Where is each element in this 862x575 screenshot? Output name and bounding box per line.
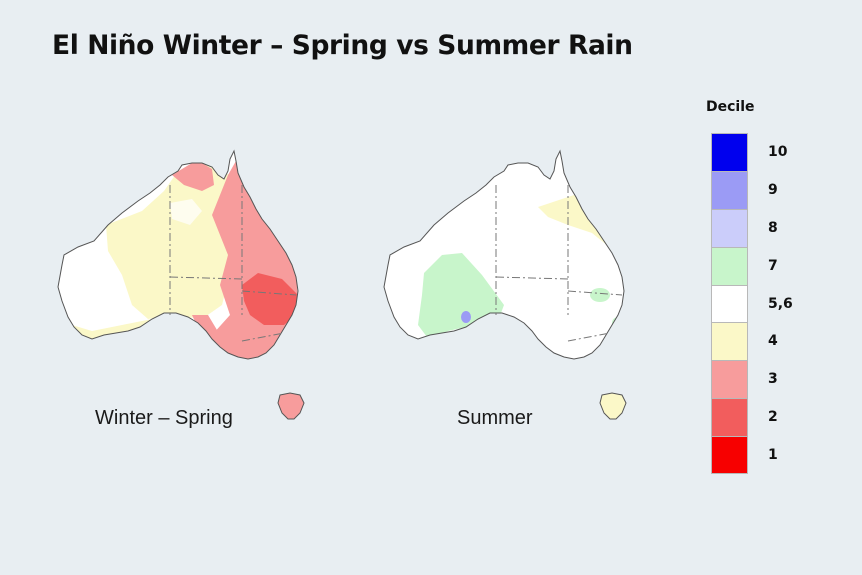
legend-swatch bbox=[711, 322, 748, 361]
legend-swatch bbox=[711, 284, 748, 323]
map-summer bbox=[383, 150, 627, 420]
legend-item: 10 bbox=[711, 133, 841, 171]
legend-label: 7 bbox=[768, 257, 778, 274]
legend-item: 4 bbox=[711, 322, 841, 361]
legend-label: 3 bbox=[768, 371, 778, 388]
legend-swatch bbox=[711, 170, 748, 209]
legend-item: 5,6 bbox=[711, 284, 841, 323]
legend-label: 1 bbox=[768, 447, 778, 464]
map-winter-spring bbox=[57, 150, 305, 420]
legend-item: 3 bbox=[711, 360, 841, 399]
legend-item: 7 bbox=[711, 246, 841, 285]
legend-label: 5,6 bbox=[768, 295, 793, 312]
legend-swatch bbox=[711, 133, 748, 171]
legend-label: 8 bbox=[768, 219, 778, 236]
map-label-summer: Summer bbox=[457, 407, 533, 429]
legend-swatch bbox=[711, 436, 748, 475]
legend-item: 8 bbox=[711, 208, 841, 247]
legend-item: 9 bbox=[711, 170, 841, 209]
legend-label: 10 bbox=[768, 144, 788, 160]
legend-item: 1 bbox=[711, 436, 841, 475]
legend-title: Decile bbox=[706, 99, 755, 115]
legend-label: 9 bbox=[768, 181, 778, 198]
legend-item: 2 bbox=[711, 398, 841, 437]
legend-swatch bbox=[711, 246, 748, 285]
legend-label: 4 bbox=[768, 333, 778, 350]
map-label-winter-spring: Winter – Spring bbox=[95, 407, 233, 429]
legend: 10 9 8 7 5,6 4 3 2 1 bbox=[711, 133, 841, 475]
legend-swatch bbox=[711, 398, 748, 437]
page-title: El Niño Winter – Spring vs Summer Rain bbox=[52, 30, 633, 61]
legend-swatch bbox=[711, 360, 748, 399]
legend-swatch bbox=[711, 208, 748, 247]
legend-label: 2 bbox=[768, 409, 778, 426]
